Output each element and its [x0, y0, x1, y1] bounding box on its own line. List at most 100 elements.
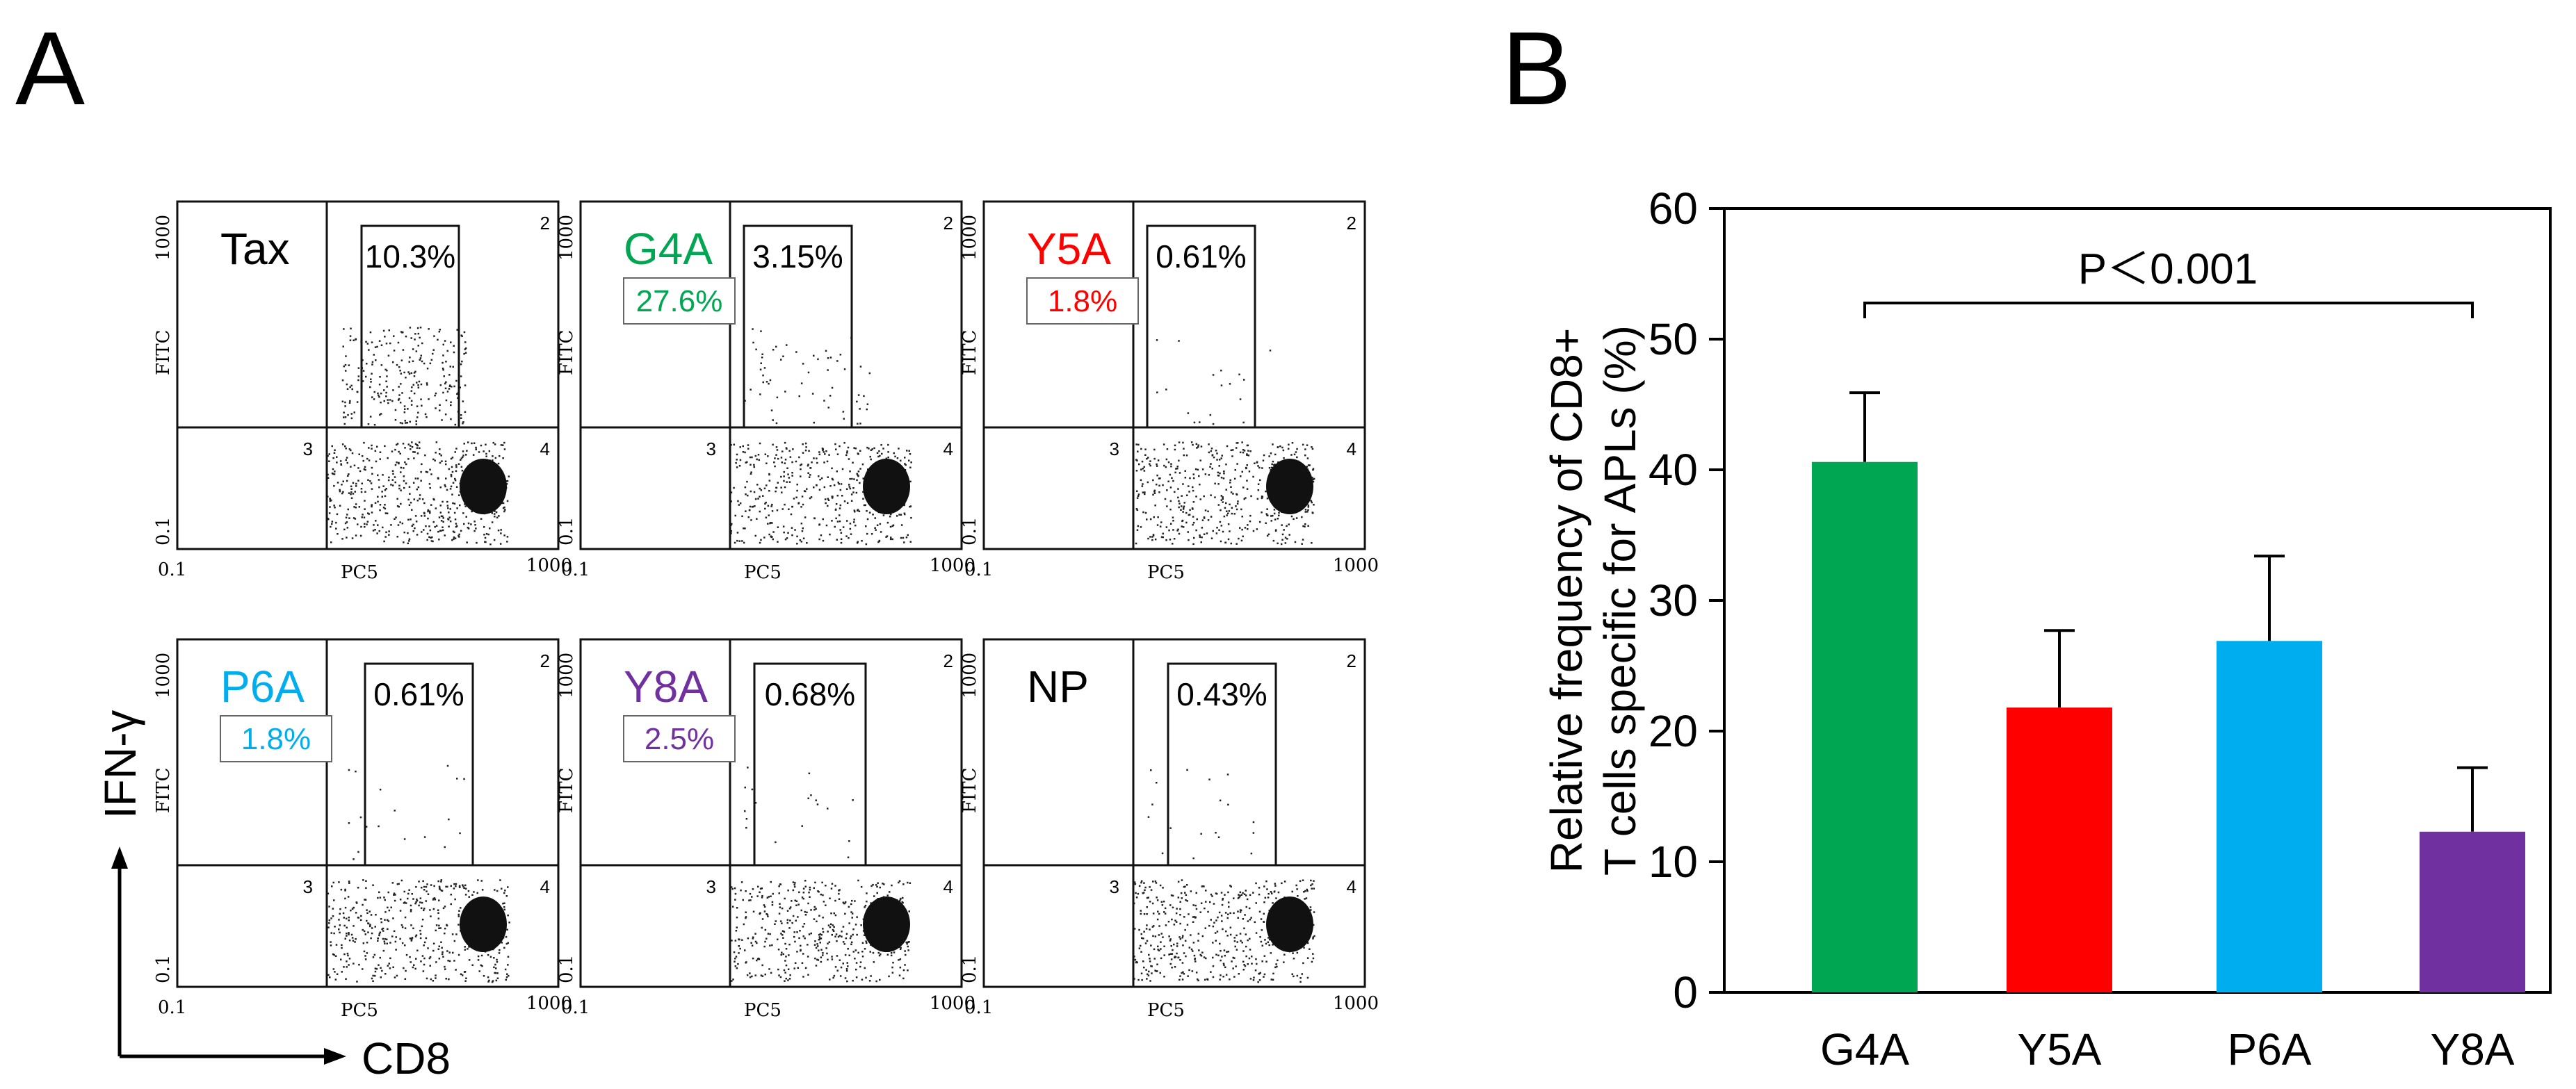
bar [2420, 831, 2525, 992]
gate-box [1146, 224, 1256, 429]
x-tick-max: 1000 [930, 555, 975, 576]
plot-frame [176, 638, 560, 988]
y-tick-min: 0.1 [153, 955, 174, 983]
dense-cluster [863, 459, 910, 514]
quadrant-number: 2 [1347, 650, 1356, 671]
y-tick-max: 1000 [556, 653, 577, 698]
dense-cluster [1266, 459, 1313, 514]
relative-percent: 27.6% [636, 284, 723, 318]
y-tick-label: 40 [1649, 445, 1698, 495]
flow-plot: 2 3 4 0.1 1000 0.1 1000 FITC PC5 Tax 10.3% [153, 200, 572, 583]
panel-b-letter: B [1502, 10, 1571, 126]
panel-a-axes: IFN-γ CD8 [95, 710, 451, 1083]
x-tick-label: Y8A [2431, 1024, 2515, 1074]
y-tick-label: 50 [1649, 314, 1698, 364]
quadrant-number: 3 [303, 876, 313, 897]
gate-percent: 0.61% [1156, 238, 1246, 275]
bar [2217, 641, 2322, 992]
quadrant-number: 3 [706, 439, 716, 459]
peptide-name: NP [1027, 662, 1089, 712]
quadrant-number: 2 [943, 213, 953, 234]
x-axis-name: PC5 [1147, 562, 1185, 583]
dense-cluster [460, 459, 507, 514]
y-tick-min: 0.1 [959, 517, 980, 546]
y-tick-max: 1000 [959, 653, 980, 698]
quadrant-number: 2 [540, 213, 550, 234]
y-axis-name: FITC [556, 767, 577, 813]
x-tick-max: 1000 [1333, 555, 1379, 576]
panel-a-letter: A [15, 10, 85, 126]
x-axis-name: PC5 [744, 1000, 781, 1021]
dense-cluster [863, 896, 910, 952]
significance-bracket [1863, 302, 2474, 318]
bars [1812, 391, 2525, 992]
gate-percent: 0.61% [373, 676, 464, 712]
y-tick-min: 0.1 [153, 517, 174, 546]
flow-plot: 2 3 4 0.1 1000 0.1 1000 FITC PC5 G4A 3.15% 27.6% [556, 200, 975, 583]
gate-box [364, 662, 474, 867]
y-axis-name: FITC [153, 767, 174, 813]
y-tick-min: 0.1 [959, 955, 980, 983]
quadrant-number: 4 [1347, 439, 1356, 459]
quadrant-number: 4 [1347, 876, 1356, 897]
gate-box [743, 224, 853, 429]
quadrant-number: 4 [943, 439, 953, 459]
x-axis-name: PC5 [341, 1000, 378, 1021]
gate-box [1167, 662, 1277, 867]
quadrant-number: 4 [540, 876, 550, 897]
peptide-name: P6A [220, 662, 305, 712]
x-axis-name: PC5 [1147, 1000, 1185, 1021]
x-tick-max: 1000 [526, 555, 572, 576]
quadrant-number: 2 [1347, 213, 1356, 234]
y-tick-label: 60 [1649, 183, 1698, 234]
y-axis-name: FITC [959, 767, 980, 813]
y-axis-name: FITC [153, 329, 174, 375]
quadrant-number: 3 [706, 876, 716, 897]
gate-box [753, 662, 867, 867]
x-axis-labels: G4A Y5A P6A Y8A [1820, 1024, 2515, 1074]
x-tick-min: 0.1 [561, 997, 590, 1018]
bar [1812, 461, 1918, 992]
x-tick-min: 0.1 [964, 997, 993, 1018]
cd8-label: CD8 [362, 1033, 451, 1083]
relative-percent-box [1026, 277, 1139, 325]
relative-percent: 2.5% [645, 722, 714, 756]
y-tick-max: 1000 [959, 215, 980, 261]
x-arrow-head-icon [324, 1048, 346, 1065]
quadrant-number: 3 [303, 439, 313, 459]
relative-percent: 1.8% [241, 722, 311, 756]
relative-percent: 1.8% [1048, 284, 1117, 318]
x-tick-min: 0.1 [158, 997, 186, 1018]
relative-percent-box [623, 277, 736, 325]
dense-cluster [1266, 896, 1313, 952]
y-arrow-head-icon [111, 846, 128, 869]
gate-percent: 3.15% [752, 238, 843, 275]
gate-percent: 0.43% [1176, 676, 1267, 712]
x-tick-min: 0.1 [964, 559, 993, 580]
plot-frame [579, 200, 963, 550]
peptide-name: G4A [624, 224, 713, 274]
peptide-name: Y8A [624, 662, 708, 712]
gate-percent: 10.3% [365, 238, 455, 275]
y-axis-label-line1: Relative frequency of CD8+ [1541, 328, 1591, 873]
y-tick-label: 30 [1649, 575, 1698, 625]
y-tick-label: 0 [1673, 967, 1698, 1017]
flow-plot: 2 3 4 0.1 1000 0.1 1000 FITC PC5 Y8A 0.68% 2.5% [556, 638, 975, 1021]
flow-plot: 2 3 4 0.1 1000 0.1 1000 FITC PC5 Y5A 0.61% 1.8% [959, 200, 1379, 583]
significance-annotation: P＜0.001 [2078, 245, 2258, 293]
y-axis-ticks: 0 10 20 30 40 50 60 [1649, 183, 1724, 1017]
plot-frame [982, 200, 1366, 550]
flow-plot: 2 3 4 0.1 1000 0.1 1000 FITC PC5 P6A 0.61% 1.8% [153, 638, 572, 1021]
plot-frame [982, 638, 1366, 988]
y-tick-label: 10 [1649, 837, 1698, 887]
bar [2007, 707, 2112, 992]
gate-box [360, 224, 460, 429]
bar-chart: 0 10 20 30 40 50 60 G4A Y5A P6A Y8A P＜0.001 Relat… [1541, 183, 2552, 1074]
dense-cluster [460, 896, 507, 952]
x-tick-max: 1000 [930, 993, 975, 1014]
quadrant-number: 3 [1110, 876, 1119, 897]
relative-percent-box [220, 715, 332, 762]
quadrant-number: 3 [1110, 439, 1119, 459]
